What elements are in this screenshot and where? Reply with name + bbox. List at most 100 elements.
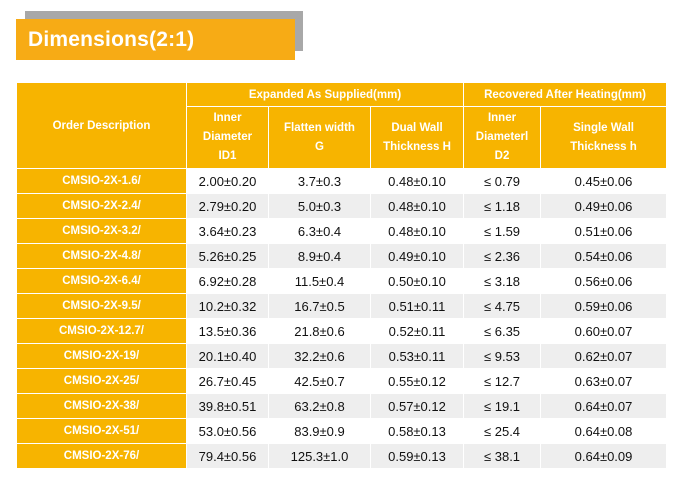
inner-diameter-id1-cell: 5.26±0.25: [186, 243, 269, 269]
flatten-width-cell: 3.7±0.3: [268, 168, 371, 194]
header-line: G: [315, 140, 324, 153]
inner-diameter-d2-cell: ≤ 4.75: [463, 293, 542, 319]
inner-diameter-d2-cell: ≤ 6.35: [463, 318, 542, 344]
header-line: D2: [494, 150, 510, 162]
order-description-cell: CMSIO-2X-1.6/: [16, 168, 187, 194]
page-title: Dimensions(2:1): [28, 27, 195, 51]
dual-wall-thickness-cell: 0.48±0.10: [369, 218, 465, 244]
order-description-cell: CMSIO-2X-76/: [16, 443, 187, 469]
order-description-cell: CMSIO-2X-3.2/: [16, 218, 187, 244]
header-row-groups: Order Description Expanded As Supplied(m…: [16, 82, 668, 169]
dual-wall-thickness-cell: 0.48±0.10: [369, 193, 465, 219]
order-description-cell: CMSIO-2X-2.4/: [16, 193, 187, 219]
header-line: Thickness h: [570, 140, 637, 153]
single-wall-thickness-cell: 0.64±0.09: [540, 443, 668, 469]
header-line: ID1: [218, 150, 237, 162]
title-banner: Dimensions(2:1): [16, 19, 295, 60]
flatten-width-cell: 11.5±0.4: [268, 268, 371, 294]
single-wall-thickness-cell: 0.64±0.08: [540, 418, 668, 444]
flatten-width-cell: 6.3±0.4: [268, 218, 371, 244]
flatten-width-cell: 21.8±0.6: [268, 318, 371, 344]
inner-diameter-id1-cell: 39.8±0.51: [186, 393, 269, 419]
header-row-subcolumns: Inner Diameter ID1 Flatten width G Dual Wall T…: [17, 106, 668, 169]
flatten-width-cell: 16.7±0.5: [268, 293, 371, 319]
order-description-cell: CMSIO-2X-9.5/: [16, 293, 187, 319]
flatten-width-cell: 8.9±0.4: [268, 243, 371, 269]
inner-diameter-id1-cell: 10.2±0.32: [186, 293, 269, 319]
header-group-recovered: Recovered After Heating(mm): [463, 82, 668, 107]
inner-diameter-id1-cell: 2.00±0.20: [186, 168, 269, 194]
table-row: CMSIO-2X-51/53.0±0.56 83.9±0.9 0.58±0.13 ≤ …: [16, 418, 668, 444]
inner-diameter-d2-cell: ≤ 1.18: [463, 193, 542, 219]
flatten-width-cell: 63.2±0.8: [268, 393, 371, 419]
inner-diameter-id1-cell: 3.64±0.23: [186, 218, 269, 244]
header-line: Flatten width: [284, 121, 355, 134]
single-wall-thickness-cell: 0.59±0.06: [540, 293, 668, 319]
header-line: Inner: [213, 112, 242, 124]
header-inner-diameter-d2: Inner Diameterl D2: [463, 106, 542, 169]
order-description-cell: CMSIO-2X-6.4/: [16, 268, 187, 294]
order-description-cell: CMSIO-2X-4.8/: [16, 243, 187, 269]
table-row: CMSIO-2X-12.7/13.5±0.36 21.8±0.6 0.52±0.11…: [16, 318, 668, 344]
dual-wall-thickness-cell: 0.57±0.12: [369, 393, 465, 419]
flatten-width-cell: 32.2±0.6: [268, 343, 371, 369]
inner-diameter-d2-cell: ≤ 0.79: [463, 168, 542, 194]
single-wall-thickness-cell: 0.62±0.07: [540, 343, 668, 369]
inner-diameter-d2-cell: ≤ 3.18: [463, 268, 542, 294]
inner-diameter-id1-cell: 6.92±0.28: [186, 268, 269, 294]
inner-diameter-d2-cell: ≤ 12.7: [463, 368, 542, 394]
header-order-description: Order Description: [16, 82, 187, 169]
order-description-cell: CMSIO-2X-25/: [16, 368, 187, 394]
single-wall-thickness-cell: 0.64±0.07: [540, 393, 668, 419]
inner-diameter-id1-cell: 2.79±0.20: [186, 193, 269, 219]
table-row: CMSIO-2X-9.5/10.2±0.32 16.7±0.5 0.51±0.11 ≤…: [16, 293, 668, 319]
dual-wall-thickness-cell: 0.59±0.13: [369, 443, 465, 469]
table-body: CMSIO-2X-1.6/2.00±0.20 3.7±0.3 0.48±0.10 ≤ …: [16, 168, 668, 469]
header-dual-wall-thickness: Dual Wall Thickness H: [369, 106, 465, 169]
inner-diameter-d2-cell: ≤ 25.4: [463, 418, 542, 444]
inner-diameter-d2-cell: ≤ 1.59: [463, 218, 542, 244]
order-description-cell: CMSIO-2X-51/: [16, 418, 187, 444]
header-line: Diameter: [202, 131, 253, 143]
single-wall-thickness-cell: 0.56±0.06: [540, 268, 668, 294]
flatten-width-cell: 125.3±1.0: [268, 443, 371, 469]
inner-diameter-d2-cell: ≤ 9.53: [463, 343, 542, 369]
header-line: Inner: [487, 112, 517, 124]
header-group-expanded: Expanded As Supplied(mm): [185, 82, 465, 107]
table-row: CMSIO-2X-2.4/2.79±0.20 5.0±0.3 0.48±0.10 ≤ …: [16, 193, 668, 219]
flatten-width-cell: 5.0±0.3: [268, 193, 371, 219]
dual-wall-thickness-cell: 0.55±0.12: [369, 368, 465, 394]
inner-diameter-id1-cell: 26.7±0.45: [186, 368, 269, 394]
dual-wall-thickness-cell: 0.53±0.11: [369, 343, 465, 369]
inner-diameter-id1-cell: 13.5±0.36: [186, 318, 269, 344]
header-line: Thickness H: [383, 140, 451, 153]
table-row: CMSIO-2X-76/79.4±0.56 125.3±1.0 0.59±0.13 ≤…: [16, 443, 668, 469]
dimensions-table: Order Description Expanded As Supplied(m…: [16, 82, 668, 469]
dual-wall-thickness-cell: 0.50±0.10: [369, 268, 465, 294]
inner-diameter-d2-cell: ≤ 38.1: [463, 443, 542, 469]
table-row: CMSIO-2X-38/39.8±0.51 63.2±0.8 0.57±0.12 ≤ …: [16, 393, 668, 419]
table-row: CMSIO-2X-25/26.7±0.45 42.5±0.7 0.55±0.12 ≤ …: [16, 368, 668, 394]
table-row: CMSIO-2X-1.6/2.00±0.20 3.7±0.3 0.48±0.10 ≤ …: [16, 168, 668, 194]
header-line: Single Wall: [573, 121, 634, 134]
flatten-width-cell: 83.9±0.9: [268, 418, 371, 444]
dual-wall-thickness-cell: 0.48±0.10: [369, 168, 465, 194]
inner-diameter-id1-cell: 53.0±0.56: [186, 418, 269, 444]
table-row: CMSIO-2X-19/20.1±0.40 32.2±0.6 0.53±0.11 ≤ …: [16, 343, 668, 369]
inner-diameter-id1-cell: 20.1±0.40: [186, 343, 269, 369]
dual-wall-thickness-cell: 0.51±0.11: [369, 293, 465, 319]
single-wall-thickness-cell: 0.63±0.07: [540, 368, 668, 394]
header-inner-diameter-id1: Inner Diameter ID1: [186, 106, 269, 169]
order-description-cell: CMSIO-2X-19/: [16, 343, 187, 369]
dual-wall-thickness-cell: 0.52±0.11: [369, 318, 465, 344]
header-single-wall-thickness: Single Wall Thickness h: [540, 106, 668, 169]
inner-diameter-d2-cell: ≤ 2.36: [463, 243, 542, 269]
header-flatten-width-g: Flatten width G: [268, 106, 371, 169]
dual-wall-thickness-cell: 0.58±0.13: [369, 418, 465, 444]
header-line: Diameterl: [475, 131, 529, 143]
dual-wall-thickness-cell: 0.49±0.10: [369, 243, 465, 269]
flatten-width-cell: 42.5±0.7: [268, 368, 371, 394]
inner-diameter-id1-cell: 79.4±0.56: [186, 443, 269, 469]
table-row: CMSIO-2X-4.8/5.26±0.25 8.9±0.4 0.49±0.10 ≤ …: [16, 243, 668, 269]
inner-diameter-d2-cell: ≤ 19.1: [463, 393, 542, 419]
